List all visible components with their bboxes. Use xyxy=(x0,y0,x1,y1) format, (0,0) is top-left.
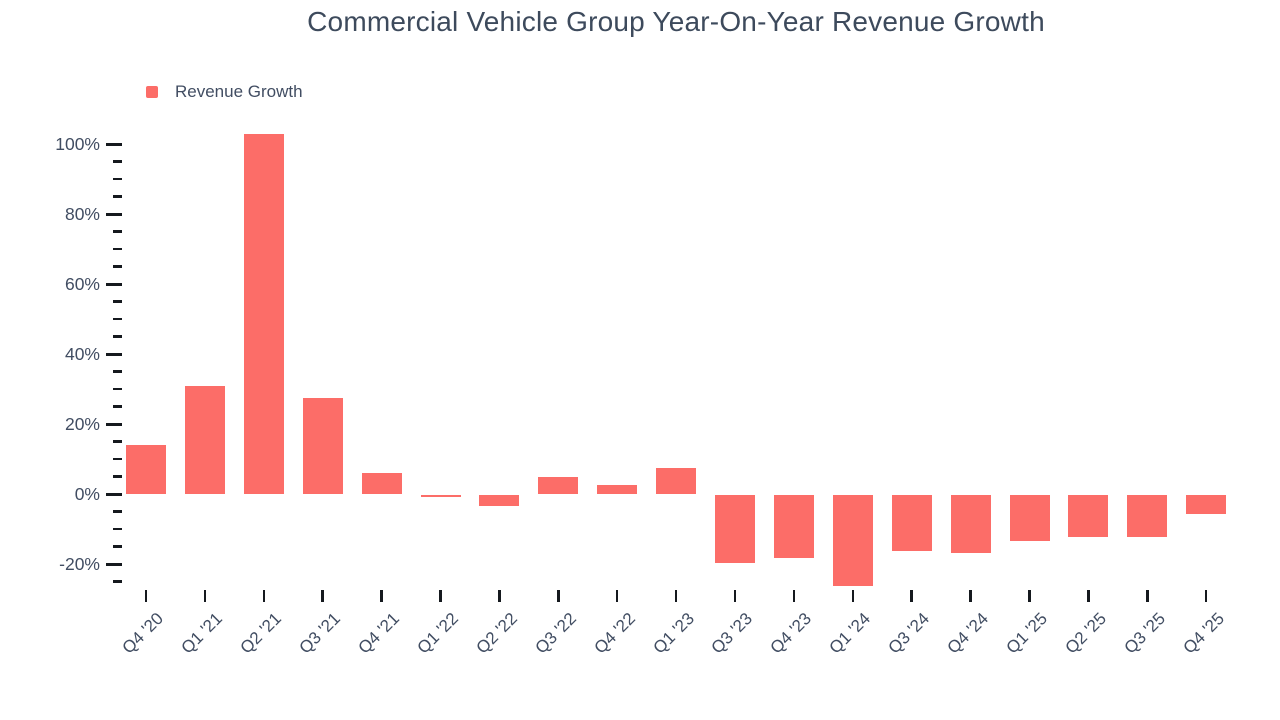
x-axis-tick xyxy=(439,590,442,602)
x-axis-tick xyxy=(851,590,855,602)
x-axis-tick xyxy=(557,590,560,602)
legend: Revenue Growth xyxy=(146,82,303,102)
y-axis-minor-tick xyxy=(113,475,122,478)
y-axis-minor-tick xyxy=(113,545,122,548)
bar xyxy=(1127,495,1168,537)
x-axis-tick xyxy=(733,590,737,602)
y-axis-minor-tick xyxy=(113,335,122,338)
x-axis-tick xyxy=(262,590,266,602)
y-axis-minor-tick xyxy=(113,370,122,373)
y-axis-minor-tick xyxy=(113,580,122,583)
y-axis-tick-label: 80% xyxy=(64,204,100,224)
x-axis-tick xyxy=(144,590,148,602)
x-axis-tick-label: Q2 '21 xyxy=(236,609,286,658)
bar xyxy=(773,495,814,558)
bar xyxy=(656,467,697,494)
x-axis-tick xyxy=(203,590,207,602)
bar xyxy=(538,476,579,494)
y-axis-tick-label: 0% xyxy=(74,484,100,504)
x-axis-tick xyxy=(615,590,619,602)
legend-label: Revenue Growth xyxy=(175,82,303,101)
y-axis-major-tick xyxy=(106,212,122,216)
x-axis-tick-label: Q4 '23 xyxy=(766,609,816,658)
x-axis-tick-label: Q1 '23 xyxy=(649,609,698,658)
x-axis-tick xyxy=(321,590,324,602)
bar xyxy=(479,495,520,506)
bar xyxy=(420,495,461,497)
y-axis-minor-tick xyxy=(113,177,122,181)
x-axis-tick xyxy=(1204,590,1208,602)
bar xyxy=(597,485,638,494)
y-axis-minor-tick xyxy=(113,160,122,163)
bar xyxy=(184,385,225,494)
x-axis-tick-label: Q3 '21 xyxy=(295,609,345,658)
bar xyxy=(1186,495,1227,515)
y-axis-minor-tick xyxy=(113,265,122,268)
y-axis-minor-tick xyxy=(113,440,122,443)
bar xyxy=(832,495,873,586)
x-axis-tick-label: Q3 '22 xyxy=(531,609,580,658)
bar xyxy=(891,495,932,551)
x-axis-tick-label: Q1 '25 xyxy=(1002,609,1051,658)
x-axis-tick xyxy=(792,590,796,602)
x-axis-tick xyxy=(1087,590,1090,602)
y-axis-minor-tick xyxy=(113,457,122,461)
y-axis-major-tick xyxy=(106,562,122,566)
bar xyxy=(950,495,991,553)
x-axis-tick-label: Q3 '24 xyxy=(884,609,934,658)
bar xyxy=(361,473,402,494)
x-axis-tick-label: Q2 '22 xyxy=(472,609,521,658)
y-axis-major-tick xyxy=(106,492,122,496)
y-axis-tick-label: 40% xyxy=(64,344,100,364)
bar xyxy=(715,495,755,564)
bar xyxy=(1009,495,1050,541)
x-axis-tick xyxy=(969,590,972,602)
x-axis-tick-label: Q2 '25 xyxy=(1061,609,1110,658)
x-axis-tick-label: Q4 '20 xyxy=(118,609,168,658)
y-axis-minor-tick xyxy=(113,247,122,251)
chart-title: Commercial Vehicle Group Year-On-Year Re… xyxy=(307,6,1045,37)
y-axis-minor-tick xyxy=(113,195,122,198)
y-axis-major-tick xyxy=(106,142,122,146)
y-axis-minor-tick xyxy=(113,230,122,233)
y-axis-major-tick xyxy=(106,352,122,356)
legend-swatch-icon xyxy=(146,86,158,98)
bar xyxy=(126,445,166,494)
x-axis-tick xyxy=(1146,590,1149,602)
bar xyxy=(243,133,284,494)
y-axis-tick-label: 20% xyxy=(64,414,100,434)
x-axis-tick-label: Q3 '23 xyxy=(707,609,757,658)
x-axis-tick xyxy=(910,590,913,602)
y-axis-minor-tick xyxy=(113,300,122,303)
y-axis-minor-tick xyxy=(113,317,122,321)
y-axis-minor-tick xyxy=(113,387,122,391)
bar xyxy=(1068,495,1109,537)
x-axis-tick-label: Q4 '21 xyxy=(354,609,404,658)
y-axis-tick-label: 60% xyxy=(64,274,100,294)
x-axis-tick-label: Q4 '25 xyxy=(1179,609,1228,658)
x-axis-tick xyxy=(1028,590,1031,602)
y-axis-minor-tick xyxy=(113,527,122,531)
y-axis-minor-tick xyxy=(113,510,122,513)
bar xyxy=(302,397,343,494)
y-axis-minor-tick xyxy=(113,405,122,408)
x-axis-tick xyxy=(498,590,501,602)
y-axis-major-tick xyxy=(106,282,122,286)
x-axis-tick-label: Q4 '24 xyxy=(943,609,993,658)
x-axis-tick xyxy=(674,590,678,602)
y-axis-major-tick xyxy=(106,422,122,426)
x-axis-tick-label: Q1 '22 xyxy=(413,609,462,658)
x-axis-tick xyxy=(380,590,383,602)
y-axis-tick-label: 100% xyxy=(55,134,100,154)
x-axis-tick-label: Q4 '22 xyxy=(590,609,639,658)
x-axis-tick-label: Q1 '21 xyxy=(177,609,227,658)
y-axis-tick-label: -20% xyxy=(59,554,100,574)
x-axis-tick-label: Q1 '24 xyxy=(825,609,875,658)
x-axis-tick-label: Q3 '25 xyxy=(1120,609,1169,658)
